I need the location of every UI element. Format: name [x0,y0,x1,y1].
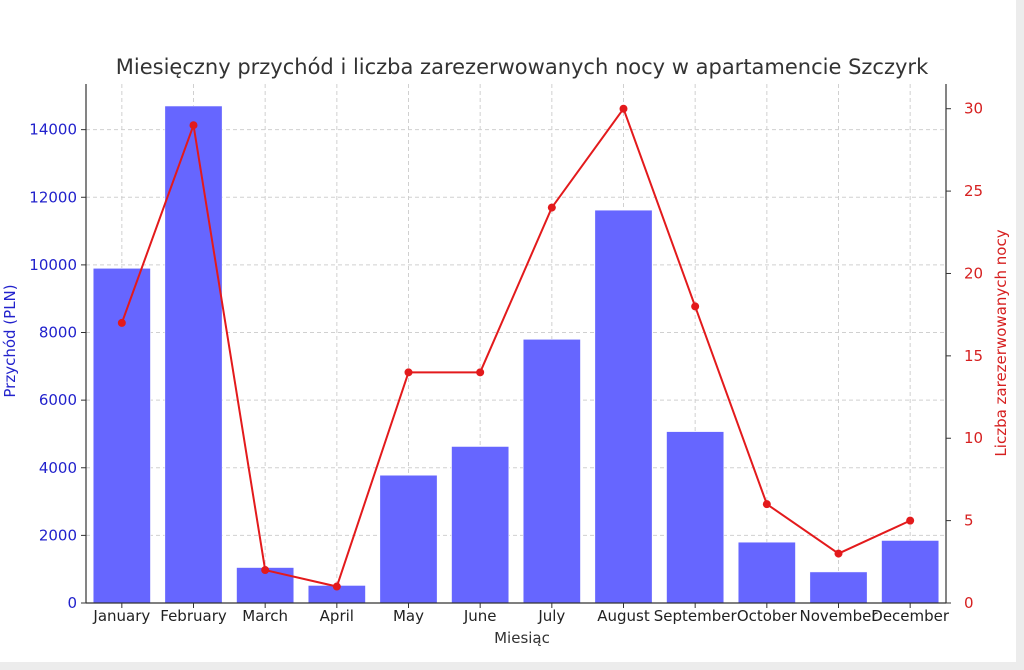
y-tick-label: 4000 [39,459,77,477]
y2-tick-label: 15 [964,347,983,365]
x-axis-label: Miesiąc [494,629,550,647]
line-path [120,106,911,588]
line-series [117,104,915,591]
axes [85,84,947,604]
line-point [691,302,700,311]
y-tick-label: 6000 [39,391,77,409]
y2-tick-label: 20 [964,264,983,282]
line-point [762,500,771,509]
bar [666,431,725,604]
line-point [834,549,843,558]
line-point [332,582,341,591]
x-tick-label: May [393,607,424,625]
x-tick-label: July [537,607,565,625]
x-tick-label: September [654,607,738,625]
line-point [619,104,628,113]
y2-tick-label: 0 [964,594,974,612]
x-tick-label: February [160,607,227,625]
x-tick-label: August [597,607,650,625]
line-point [906,516,915,525]
x-axis-ticks: January February March April May June July Augu… [92,603,950,625]
x-tick-label: April [320,607,354,625]
y2-tick-label: 25 [964,182,983,200]
bar [809,571,868,604]
y-tick-label: 10000 [29,256,77,274]
bar [451,446,510,604]
x-tick-label: December [871,607,950,625]
line-point [404,368,413,377]
y-axis-label: Przychód (PLN) [1,284,19,397]
y2-axis-ticks: 0 5 10 15 20 25 30 [946,100,983,612]
x-tick-label: November [799,607,878,625]
y-tick-label: 12000 [29,188,77,206]
y-tick-label: 2000 [39,526,77,544]
y-axis-ticks: 0 2000 4000 6000 8000 10000 12000 14000 [29,121,86,612]
bar [379,474,438,604]
x-tick-label: October [737,607,798,625]
y2-tick-label: 10 [964,429,983,447]
bar-series [92,105,940,604]
bar [737,541,796,604]
y-tick-label: 8000 [39,324,77,342]
bar [594,209,653,604]
y-tick-label: 0 [67,594,77,612]
bar [92,267,151,604]
y2-axis-label: Liczba zarezerwowanych nocy [992,229,1010,456]
line-point [261,566,270,575]
chart-title: Miesięczny przychód i liczba zarezerwowa… [116,55,929,79]
line-point [547,203,556,212]
line-point [476,368,485,377]
y2-tick-label: 30 [964,100,983,118]
x-tick-label: June [463,607,497,625]
bar [881,540,940,604]
line-point [117,318,126,327]
line-point [189,121,198,130]
y-tick-label: 14000 [29,121,77,139]
x-tick-label: March [242,607,288,625]
x-tick-label: January [92,607,150,625]
bar [164,105,223,604]
bar [522,338,581,604]
y2-tick-label: 5 [964,512,974,530]
